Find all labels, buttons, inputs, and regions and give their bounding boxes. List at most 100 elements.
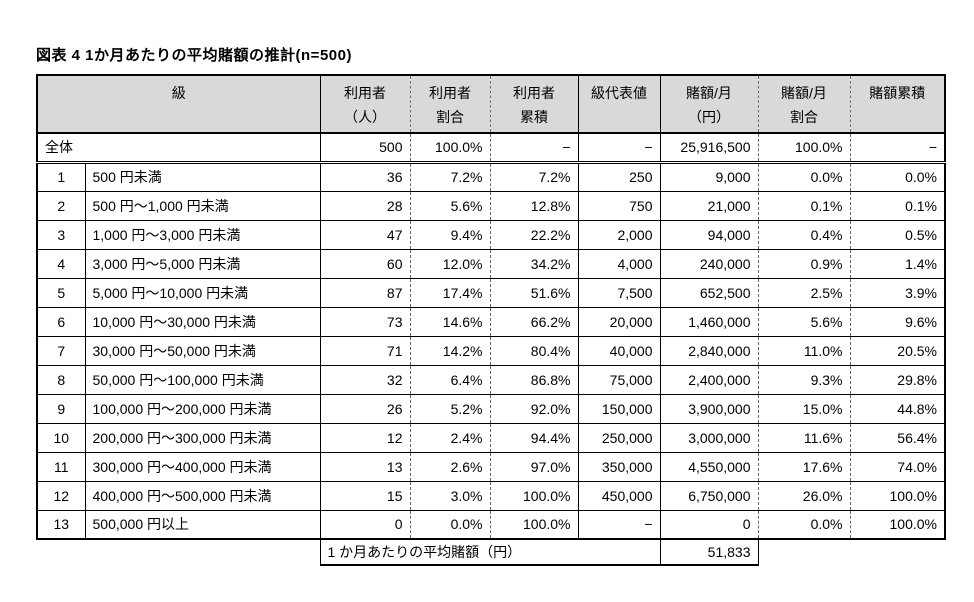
cell-total-users: 500 [320, 133, 411, 164]
cell-class-no: 8 [36, 365, 86, 395]
cell-class-rep: 150,000 [578, 394, 661, 424]
cell-class-label: 500,000 円以上 [85, 510, 321, 540]
cell-class-no: 3 [36, 220, 86, 250]
cell-class-label: 1,000 円～3,000 円未満 [85, 220, 321, 250]
table-row: 7 30,000 円～50,000 円未満 71 14.2% 80.4% 40,… [36, 336, 946, 366]
cell-users-cum: 34.2% [490, 249, 579, 279]
cell-amount-cum: 44.8% [850, 394, 946, 424]
col-header-users-cum-line2: 累積 [520, 109, 548, 125]
cell-class-rep: 4,000 [578, 249, 661, 279]
cell-users-cum: 92.0% [490, 394, 579, 424]
col-header-amount: 賭額/月 （円） [660, 74, 759, 134]
cell-users: 71 [320, 336, 411, 366]
cell-amount-cum: 0.1% [850, 191, 946, 221]
table-row: 3 1,000 円～3,000 円未満 47 9.4% 22.2% 2,000 … [36, 220, 946, 250]
betting-amount-table: 級 利用者 （人） 利用者 割合 利用者 累積 級代表値 賭 [36, 74, 946, 566]
cell-class-label: 500 円未満 [85, 162, 321, 192]
cell-users-pct: 12.0% [410, 249, 491, 279]
cell-class-no: 13 [36, 510, 86, 540]
cell-amount-pct: 11.0% [758, 336, 851, 366]
cell-total-amount-pct: 100.0% [758, 133, 851, 164]
cell-class-rep: − [578, 510, 661, 540]
cell-users-pct: 7.2% [410, 162, 491, 192]
cell-total-amount-cum: − [850, 133, 946, 164]
table-row: 10 200,000 円～300,000 円未満 12 2.4% 94.4% 2… [36, 423, 946, 453]
cell-users: 87 [320, 278, 411, 308]
cell-users-pct: 5.2% [410, 394, 491, 424]
cell-users-cum: 100.0% [490, 481, 579, 511]
col-header-class-label: 級 [171, 85, 186, 101]
table-row: 8 50,000 円～100,000 円未満 32 6.4% 86.8% 75,… [36, 365, 946, 395]
cell-users-cum: 94.4% [490, 423, 579, 453]
cell-class-rep: 7,500 [578, 278, 661, 308]
cell-class-label: 5,000 円～10,000 円未満 [85, 278, 321, 308]
cell-users-cum: 100.0% [490, 510, 579, 540]
cell-amount-cum: 29.8% [850, 365, 946, 395]
cell-class-label: 50,000 円～100,000 円未満 [85, 365, 321, 395]
cell-amount-pct: 11.6% [758, 423, 851, 453]
col-header-class: 級 [36, 74, 321, 134]
cell-class-label: 100,000 円～200,000 円未満 [85, 394, 321, 424]
cell-amount-pct: 0.4% [758, 220, 851, 250]
cell-amount-pct: 0.9% [758, 249, 851, 279]
cell-class-rep: 75,000 [578, 365, 661, 395]
cell-amount: 240,000 [660, 249, 759, 279]
header-row: 級 利用者 （人） 利用者 割合 利用者 累積 級代表値 賭 [36, 74, 946, 134]
footer-spacer-left [37, 539, 320, 565]
cell-users-cum: 51.6% [490, 278, 579, 308]
cell-users-cum: 86.8% [490, 365, 579, 395]
cell-amount-cum: 0.5% [850, 220, 946, 250]
table-row: 13 500,000 円以上 0 0.0% 100.0% − 0 0.0% 10… [36, 510, 946, 540]
cell-total-amount: 25,916,500 [660, 133, 759, 164]
cell-class-no: 7 [36, 336, 86, 366]
cell-class-rep: 250,000 [578, 423, 661, 453]
cell-class-no: 4 [36, 249, 86, 279]
cell-class-rep: 750 [578, 191, 661, 221]
cell-users: 47 [320, 220, 411, 250]
cell-amount: 2,400,000 [660, 365, 759, 395]
col-header-users: 利用者 （人） [320, 74, 411, 134]
total-row: 全体 500 100.0% − − 25,916,500 100.0% − [36, 133, 946, 164]
cell-amount-pct: 2.5% [758, 278, 851, 308]
cell-class-rep: 2,000 [578, 220, 661, 250]
cell-amount-cum: 1.4% [850, 249, 946, 279]
cell-class-label: 500 円～1,000 円未満 [85, 191, 321, 221]
col-header-users-line1: 利用者 [344, 85, 386, 101]
cell-users-pct: 2.4% [410, 423, 491, 453]
cell-class-no: 9 [36, 394, 86, 424]
cell-class-no: 2 [36, 191, 86, 221]
cell-class-no: 10 [36, 423, 86, 453]
cell-class-no: 1 [36, 162, 86, 192]
cell-total-label: 全体 [36, 133, 321, 164]
cell-class-rep: 250 [578, 162, 661, 192]
cell-users-pct: 17.4% [410, 278, 491, 308]
cell-amount-pct: 17.6% [758, 452, 851, 482]
cell-users-pct: 3.0% [410, 481, 491, 511]
col-header-class-rep-line1: 級代表値 [591, 85, 647, 101]
cell-users-pct: 14.6% [410, 307, 491, 337]
cell-amount: 21,000 [660, 191, 759, 221]
cell-amount-pct: 15.0% [758, 394, 851, 424]
cell-users-pct: 6.4% [410, 365, 491, 395]
cell-amount-pct: 0.1% [758, 191, 851, 221]
cell-class-rep: 450,000 [578, 481, 661, 511]
table-row: 4 3,000 円～5,000 円未満 60 12.0% 34.2% 4,000… [36, 249, 946, 279]
table-row: 6 10,000 円～30,000 円未満 73 14.6% 66.2% 20,… [36, 307, 946, 337]
table-row: 12 400,000 円～500,000 円未満 15 3.0% 100.0% … [36, 481, 946, 511]
col-header-users-cum: 利用者 累積 [490, 74, 579, 134]
average-value: 51,833 [660, 539, 759, 566]
col-header-amount-line1: 賭額/月 [686, 85, 732, 101]
cell-class-label: 400,000 円～500,000 円未満 [85, 481, 321, 511]
cell-amount: 3,900,000 [660, 394, 759, 424]
cell-total-users-pct: 100.0% [410, 133, 491, 164]
table-row: 2 500 円～1,000 円未満 28 5.6% 12.8% 750 21,0… [36, 191, 946, 221]
cell-amount: 0 [660, 510, 759, 540]
cell-users-cum: 97.0% [490, 452, 579, 482]
cell-amount: 1,460,000 [660, 307, 759, 337]
col-header-amount-pct-line2: 割合 [790, 109, 818, 125]
col-header-users-line2: （人） [344, 109, 386, 125]
cell-amount-cum: 74.0% [850, 452, 946, 482]
cell-amount: 94,000 [660, 220, 759, 250]
cell-amount-pct: 0.0% [758, 162, 851, 192]
